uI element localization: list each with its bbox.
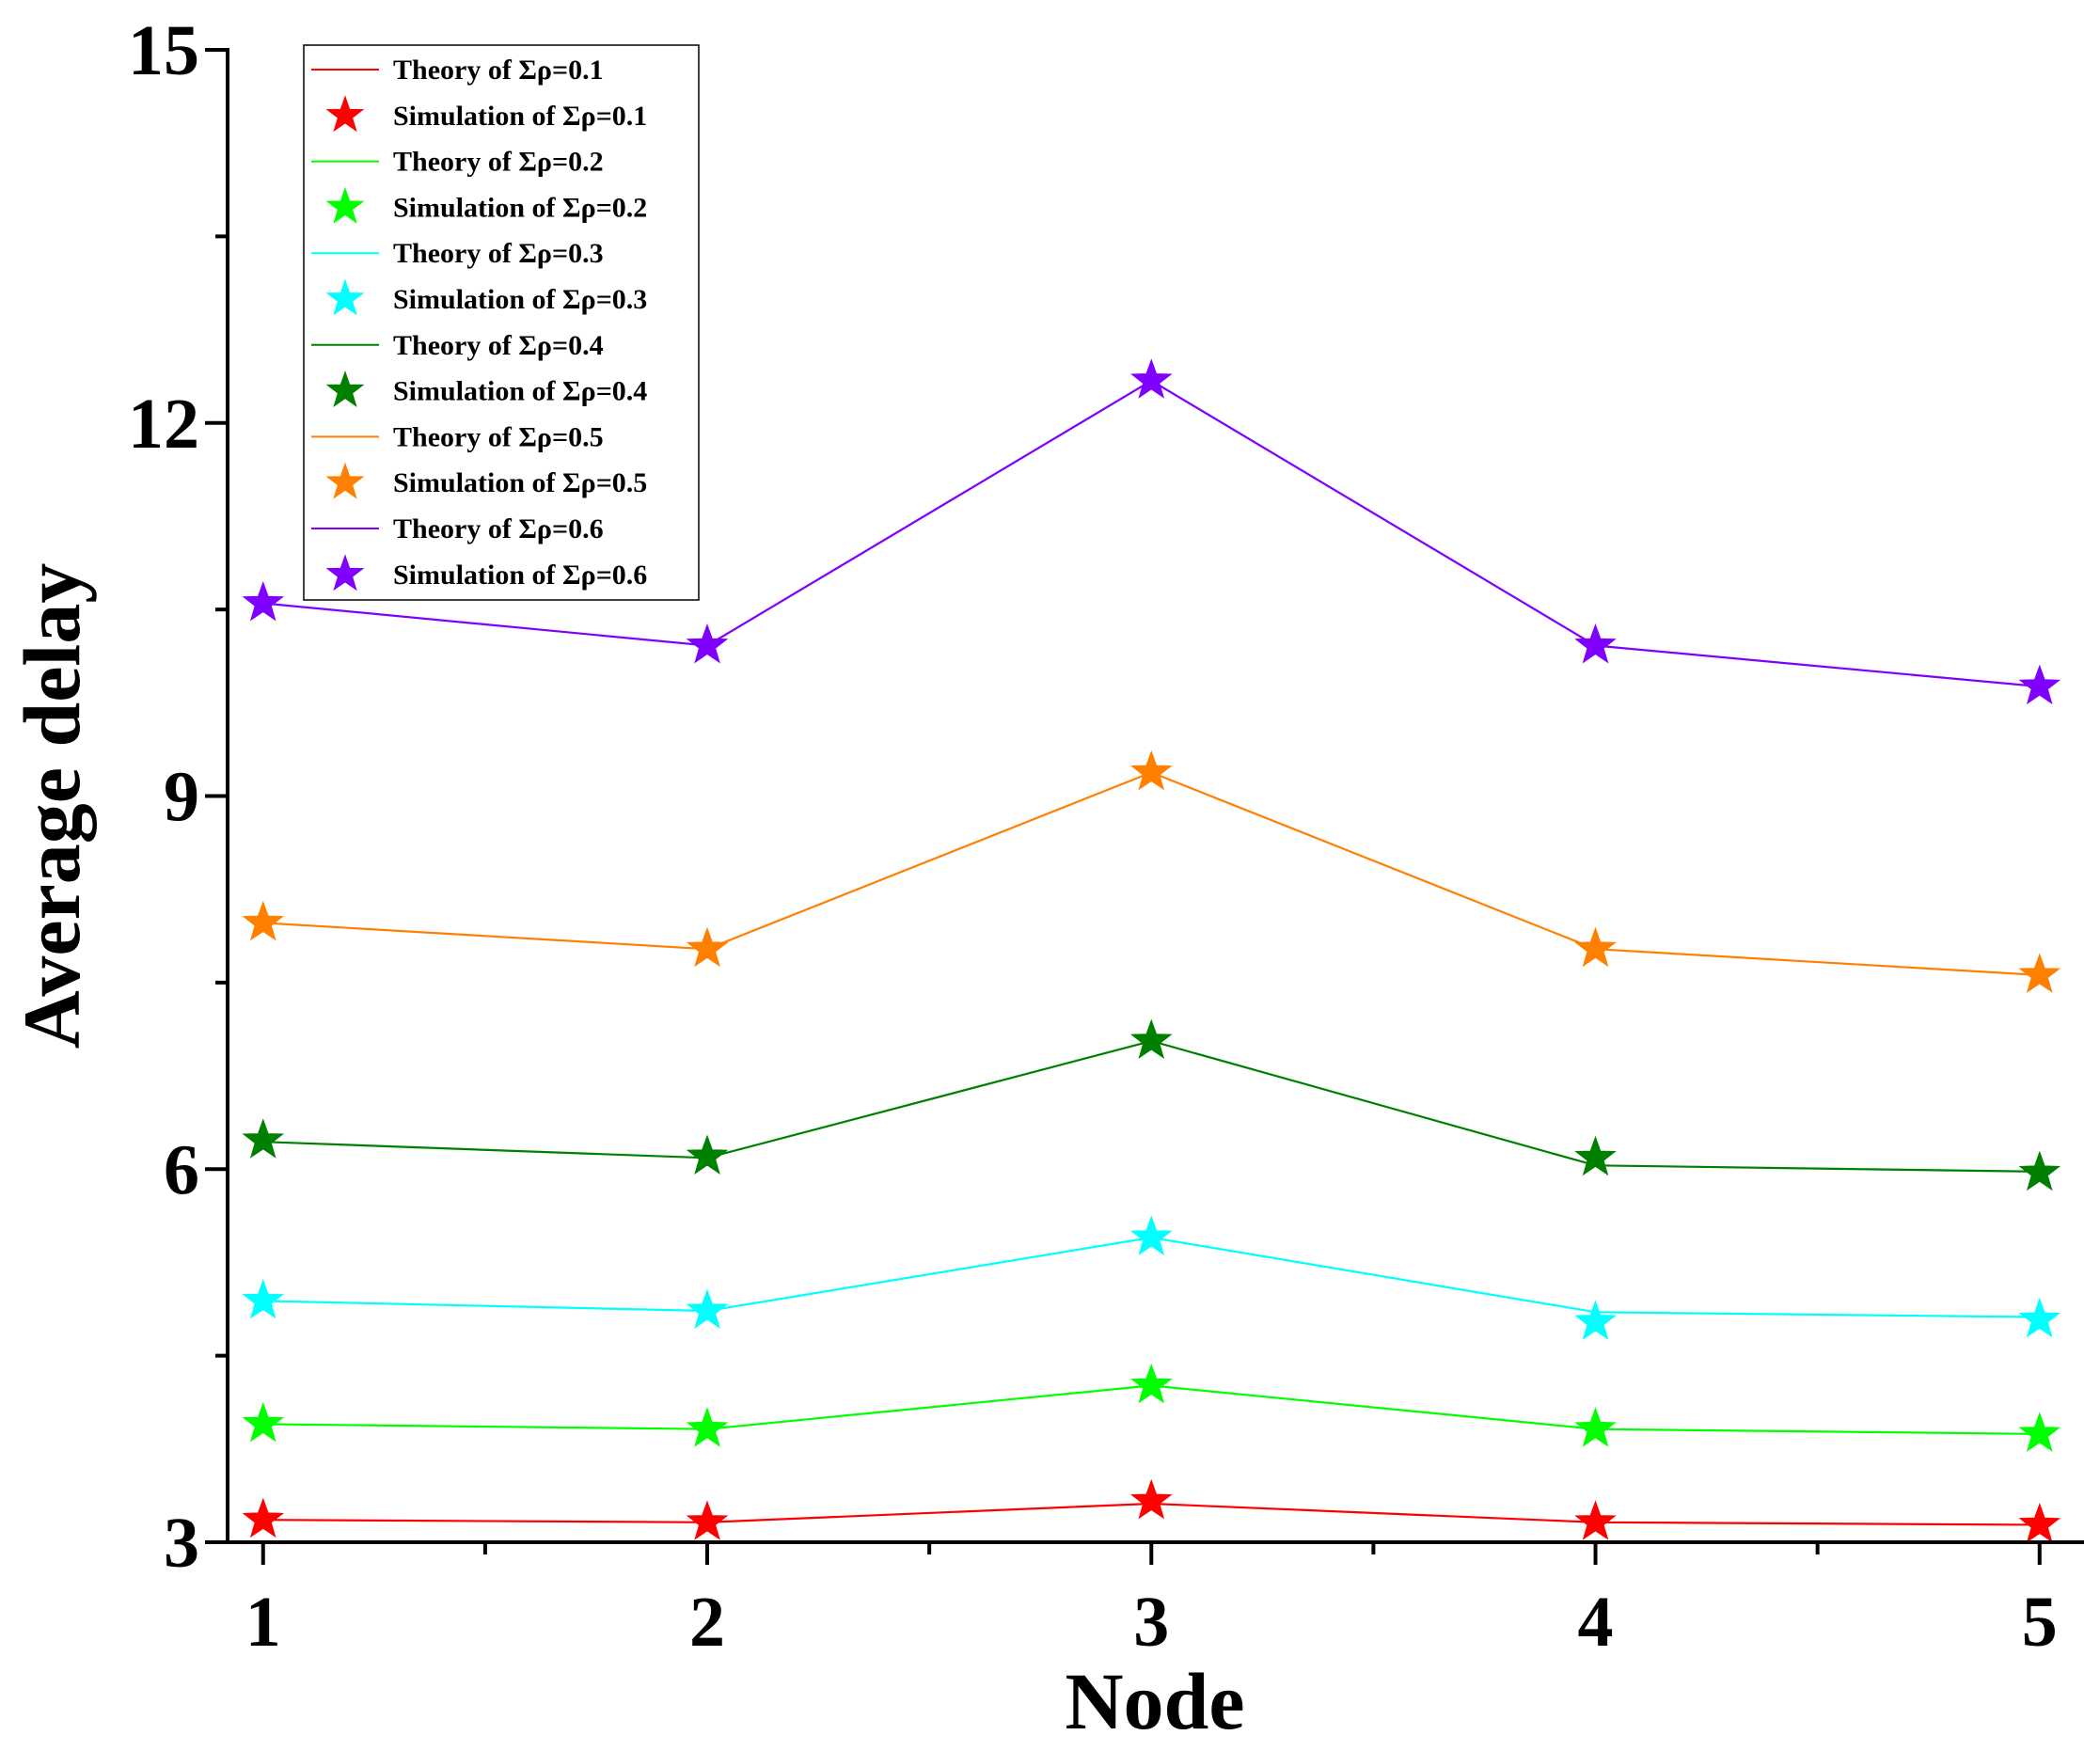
simulation-point-6-5: [2018, 664, 2061, 705]
x-tick-label: 3: [1133, 1583, 1169, 1662]
theory-line-5: [262, 771, 2040, 976]
simulation-point-5-1: [242, 900, 285, 941]
simulation-point-5-2: [686, 926, 729, 968]
legend-simulation-label-6: Simulation of Σρ=0.6: [393, 560, 647, 591]
simulation-point-2-2: [686, 1407, 729, 1447]
x-axis-title: Node: [1065, 1656, 1244, 1746]
simulation-point-1-3: [1129, 1478, 1173, 1520]
x-tick-label: 4: [1578, 1583, 1614, 1662]
legend-simulation-swatch-1: [325, 95, 365, 133]
simulation-point-3-3: [1130, 1215, 1173, 1256]
legend-theory-label-6: Theory of Σρ=0.6: [393, 513, 604, 544]
simulation-point-4-5: [2018, 1150, 2061, 1191]
legend-simulation-label-2: Simulation of Σρ=0.2: [393, 192, 647, 223]
theory-line-4: [262, 1039, 2040, 1173]
simulation-point-2-1: [242, 1401, 285, 1443]
simulation-point-3-2: [686, 1288, 729, 1330]
simulation-point-6-4: [1574, 623, 1617, 664]
legend-simulation-label-4: Simulation of Σρ=0.4: [393, 376, 647, 407]
simulation-point-4-4: [1574, 1135, 1617, 1176]
y-tick-label: 3: [164, 1504, 199, 1583]
plot-marks: [242, 358, 2061, 1543]
x-tick-label: 2: [689, 1583, 725, 1662]
simulation-point-4-1: [242, 1118, 285, 1159]
simulation-point-3-5: [2018, 1297, 2061, 1338]
simulation-point-3-4: [1574, 1300, 1617, 1340]
simulation-point-1-1: [242, 1497, 285, 1538]
simulation-point-6-1: [242, 581, 285, 622]
y-tick-label: 9: [164, 758, 199, 837]
y-tick-label: 12: [128, 385, 199, 464]
legend-theory-label-1: Theory of Σρ=0.1: [393, 55, 604, 86]
legend-theory-label-5: Theory of Σρ=0.5: [393, 421, 604, 452]
legend-theory-label-4: Theory of Σρ=0.4: [393, 330, 604, 361]
y-axis-title: Average delay: [7, 563, 97, 1049]
legend-theory-label-2: Theory of Σρ=0.2: [393, 147, 604, 178]
legend-simulation-swatch-4: [325, 371, 365, 408]
simulation-point-2-5: [2018, 1412, 2061, 1452]
legend-simulation-label-3: Simulation of Σρ=0.3: [393, 284, 647, 315]
simulation-point-1-2: [686, 1500, 729, 1540]
simulation-point-4-2: [686, 1134, 729, 1175]
legend-simulation-swatch-5: [325, 462, 365, 499]
simulation-point-3-1: [242, 1278, 285, 1319]
simulation-point-4-3: [1129, 1018, 1173, 1060]
simulation-point-1-4: [1574, 1500, 1617, 1540]
simulation-point-5-3: [1130, 749, 1173, 791]
simulation-point-5-5: [2018, 953, 2061, 993]
simulation-point-2-3: [1129, 1363, 1173, 1404]
simulation-point-1-5: [2018, 1503, 2061, 1543]
legend-simulation-label-1: Simulation of Σρ=0.1: [393, 101, 647, 132]
legend-simulation-swatch-3: [325, 278, 365, 316]
x-tick-label: 1: [245, 1583, 281, 1662]
legend-box: [303, 44, 700, 601]
legend-simulation-swatch-2: [325, 186, 365, 224]
legend-simulation-label-5: Simulation of Σρ=0.5: [393, 467, 647, 498]
simulation-point-6-2: [686, 623, 729, 664]
simulation-point-6-3: [1130, 358, 1173, 399]
y-tick-label: 6: [164, 1130, 199, 1209]
theory-line-3: [262, 1236, 2040, 1318]
simulation-point-2-4: [1574, 1407, 1617, 1447]
simulation-point-5-4: [1574, 926, 1617, 968]
x-tick-label: 5: [2022, 1583, 2058, 1662]
legend-simulation-swatch-6: [325, 554, 365, 592]
y-tick-label: 15: [128, 11, 199, 90]
legend: Theory of Σρ=0.1 Simulation of Σρ=0.1 Theo…: [303, 44, 700, 601]
legend-theory-label-3: Theory of Σρ=0.3: [393, 238, 604, 269]
